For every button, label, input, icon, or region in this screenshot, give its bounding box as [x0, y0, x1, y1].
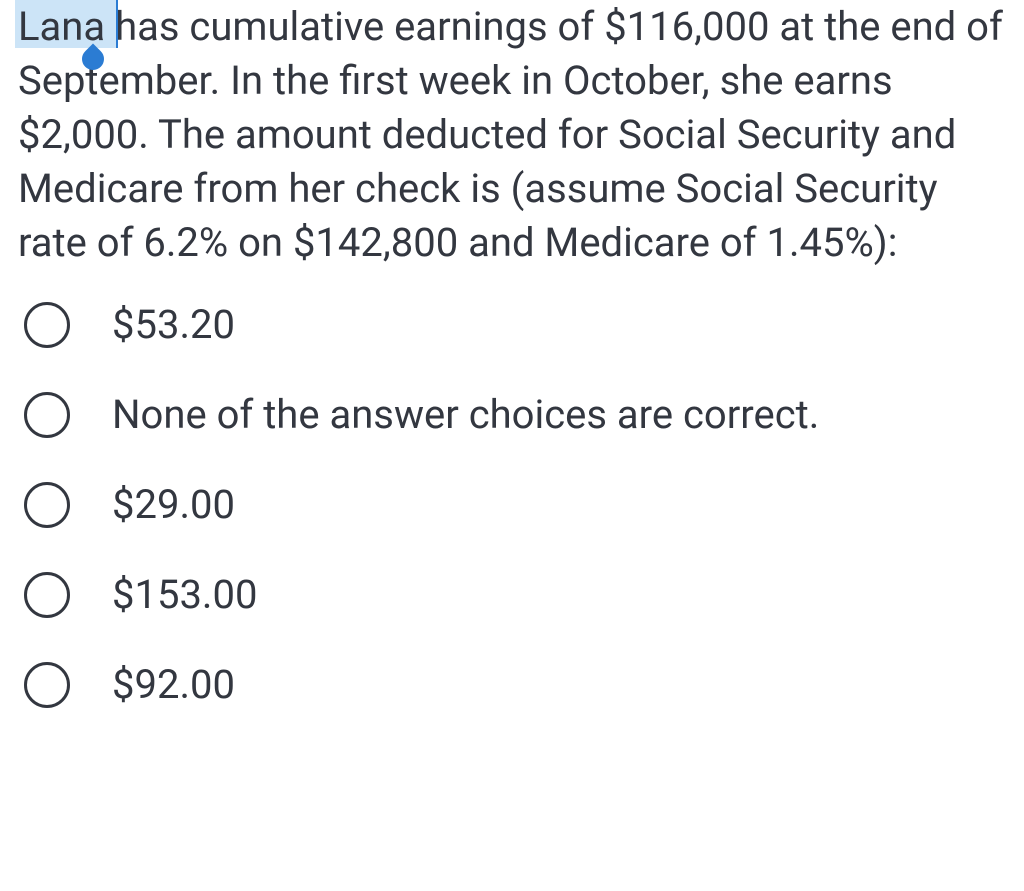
option-row[interactable]: $29.00 [24, 482, 1006, 528]
option-label: $153.00 [112, 575, 257, 615]
option-label: None of the answer choices are correct. [112, 395, 819, 435]
radio-button[interactable] [24, 572, 70, 618]
option-row[interactable]: $92.00 [24, 662, 1006, 708]
radio-button[interactable] [24, 392, 70, 438]
question-container: Lana has cumulative earnings of $116,000… [0, 0, 1024, 708]
option-row[interactable]: $53.20 [24, 302, 1006, 348]
radio-button[interactable] [24, 302, 70, 348]
option-label: $92.00 [112, 665, 235, 705]
radio-button[interactable] [24, 662, 70, 708]
option-row[interactable]: None of the answer choices are correct. [24, 392, 1006, 438]
option-label: $53.20 [112, 305, 235, 345]
question-text: Lana has cumulative earnings of $116,000… [18, 0, 1006, 270]
radio-button[interactable] [24, 482, 70, 528]
option-label: $29.00 [112, 485, 235, 525]
question-body: Lana has cumulative earnings of $116,000… [18, 3, 1003, 266]
option-row[interactable]: $153.00 [24, 572, 1006, 618]
options-list: $53.20 None of the answer choices are co… [18, 302, 1006, 708]
selection-cursor [116, 0, 118, 48]
